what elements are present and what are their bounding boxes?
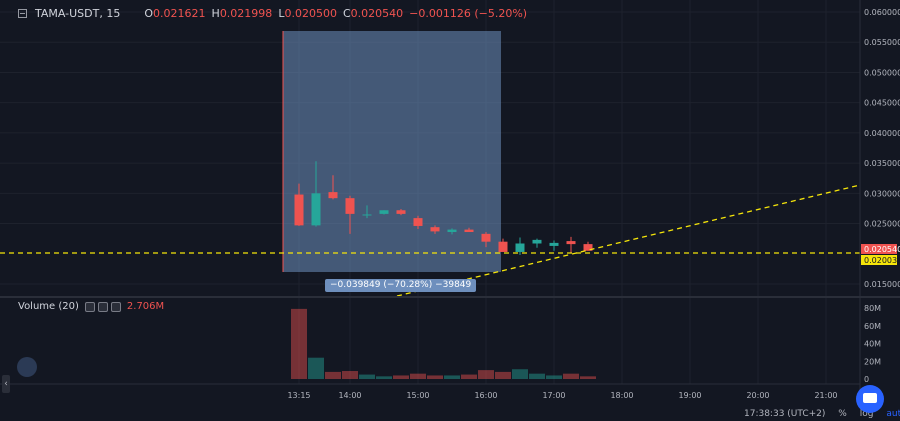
collapse-icon[interactable] bbox=[18, 8, 27, 18]
line-price-badge bbox=[861, 255, 897, 265]
time-tick-label: 13:15 bbox=[287, 391, 310, 400]
volume-bar bbox=[512, 369, 528, 379]
candle-body bbox=[566, 241, 576, 245]
close-value: 0.020540 bbox=[350, 6, 404, 20]
time-tick-label: 14:00 bbox=[338, 391, 361, 400]
volume-bar bbox=[580, 376, 596, 379]
volume-tick-label: 80M bbox=[864, 304, 881, 313]
volume-bar bbox=[563, 373, 579, 379]
log-toggle[interactable]: log bbox=[859, 409, 874, 419]
price-tick-label: 0.045000 bbox=[864, 99, 900, 108]
chart-legend: TAMA-USDT, 15 O 0.021621 H 0.021998 L 0.020… bbox=[18, 5, 527, 21]
time-tick-label: 19:00 bbox=[678, 391, 701, 400]
candle-body bbox=[362, 214, 372, 216]
volume-title[interactable]: Volume (20) bbox=[18, 301, 79, 312]
auto-toggle[interactable]: auto bbox=[886, 409, 900, 419]
volume-bar bbox=[291, 308, 307, 379]
line-price-label: 0.020031 bbox=[864, 256, 900, 265]
price-tick-label: 0.050000 bbox=[864, 68, 900, 77]
volume-bar bbox=[342, 371, 358, 379]
price-tick-label: 0.055000 bbox=[864, 38, 900, 47]
candle-body bbox=[515, 243, 525, 252]
cloud-logo-icon[interactable] bbox=[17, 357, 37, 377]
candle-body bbox=[481, 233, 491, 242]
volume-bar bbox=[410, 373, 426, 379]
time-tick-label: 20:00 bbox=[746, 391, 769, 400]
time-tick-label: 17:00 bbox=[542, 391, 565, 400]
volume-bars bbox=[291, 308, 596, 379]
candle-body bbox=[345, 198, 355, 214]
close-key: C bbox=[342, 6, 351, 20]
volume-bar bbox=[359, 374, 375, 379]
volume-bar bbox=[325, 371, 341, 379]
low-value: 0.020500 bbox=[284, 6, 337, 20]
open-value: 0.021621 bbox=[153, 6, 206, 20]
low-key: L bbox=[278, 6, 285, 20]
volume-bar bbox=[461, 374, 477, 379]
volume-value: 2.706M bbox=[126, 301, 165, 312]
change-value: −0.001126 (−5.20%) bbox=[409, 6, 528, 20]
time-tick-label: 15:00 bbox=[406, 391, 429, 400]
volume-bar bbox=[529, 373, 545, 379]
volume-tick-label: 40M bbox=[864, 340, 881, 349]
price-tick-label: 0.025000 bbox=[864, 220, 900, 229]
candle-body bbox=[447, 229, 457, 233]
chevron-left-icon[interactable]: ‹ bbox=[2, 375, 10, 393]
volume-tick-label: 20M bbox=[864, 357, 881, 366]
volume-bar bbox=[393, 375, 409, 379]
candle-body bbox=[532, 239, 542, 244]
last-price-label: 0.020540 bbox=[864, 245, 900, 254]
price-tick-label: 0.060000 bbox=[864, 8, 900, 17]
candle-body bbox=[583, 244, 593, 251]
volume-bar bbox=[444, 375, 460, 379]
volume-bar bbox=[478, 370, 494, 379]
volume-legend: Volume (20) 2.706M bbox=[18, 301, 164, 312]
candle-body bbox=[294, 194, 304, 226]
eye-icon[interactable] bbox=[84, 301, 95, 312]
settings-icon[interactable] bbox=[97, 301, 108, 312]
candle-body bbox=[430, 227, 440, 232]
volume-bar bbox=[427, 375, 443, 379]
high-value: 0.021998 bbox=[219, 6, 273, 20]
volume-bar bbox=[308, 357, 324, 379]
clock-time[interactable]: 17:38:33 (UTC+2) bbox=[744, 409, 826, 419]
open-key: O bbox=[144, 6, 154, 20]
price-tick-label: 0.040000 bbox=[864, 129, 900, 138]
price-tick-label: 0.030000 bbox=[864, 189, 900, 198]
candle-body bbox=[413, 218, 423, 226]
trend-line[interactable] bbox=[396, 184, 861, 297]
candle-body bbox=[464, 229, 474, 233]
time-tick-label: 21:00 bbox=[814, 391, 837, 400]
percent-toggle[interactable]: % bbox=[838, 409, 847, 419]
price-tick-label: 0.035000 bbox=[864, 159, 900, 168]
close-icon[interactable] bbox=[110, 301, 121, 312]
time-tick-label: 18:00 bbox=[610, 391, 633, 400]
candle-body bbox=[498, 241, 508, 252]
time-axis[interactable]: 13:15 14:00 15:00 16:00 17:00 18:00 19:00 20:00… bbox=[287, 391, 837, 400]
last-price-badge bbox=[861, 244, 897, 254]
volume-tick-label: 60M bbox=[864, 322, 881, 331]
volume-bar bbox=[546, 375, 562, 379]
price-tick-label: 0.015000 bbox=[864, 280, 900, 289]
symbol-label[interactable]: TAMA-USDT, 15 bbox=[35, 6, 121, 20]
measure-label: −0.039849 (−70.28%) −39849 bbox=[325, 279, 477, 292]
candle-body bbox=[396, 210, 406, 214]
candle-body bbox=[379, 210, 389, 214]
measure-box bbox=[283, 31, 501, 272]
volume-axis[interactable]: 80M 60M 40M 20M 0 bbox=[864, 304, 881, 384]
volume-bar bbox=[376, 376, 392, 379]
chat-icon[interactable] bbox=[856, 385, 884, 413]
high-key: H bbox=[211, 6, 220, 20]
time-tick-label: 16:00 bbox=[474, 391, 497, 400]
candles bbox=[294, 161, 593, 255]
volume-tick-label: 0 bbox=[864, 375, 869, 384]
price-axis[interactable]: 0.060000 0.055000 0.050000 0.045000 0.040000… bbox=[864, 8, 900, 289]
volume-bar bbox=[495, 371, 511, 379]
candle-body bbox=[549, 242, 559, 246]
footer-bar: 17:38:33 (UTC+2) % log auto bbox=[744, 409, 900, 419]
candle-body bbox=[328, 192, 338, 199]
candle-body bbox=[311, 193, 321, 226]
